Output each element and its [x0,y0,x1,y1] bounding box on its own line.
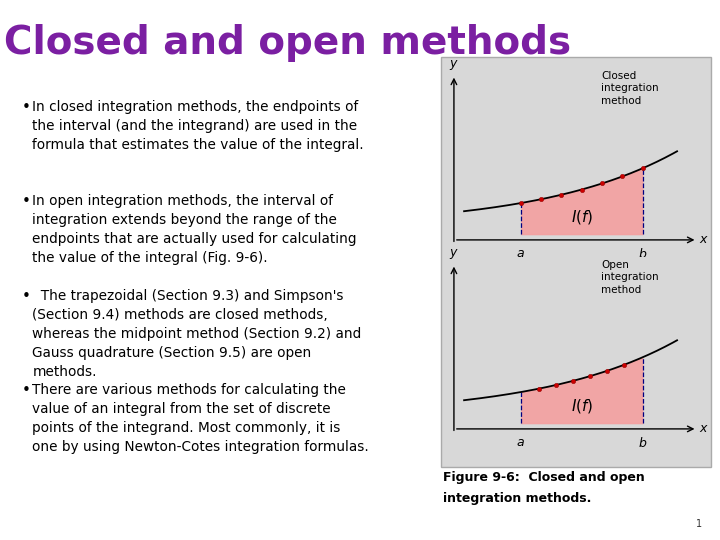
Text: •: • [22,100,30,115]
Text: $x$: $x$ [699,422,709,435]
Text: $I(f)$: $I(f)$ [570,397,593,415]
Text: $I(f)$: $I(f)$ [570,208,593,226]
Text: $y$: $y$ [449,58,459,72]
Text: integration methods.: integration methods. [443,492,591,505]
Text: Open
integration
method: Open integration method [601,260,659,295]
Text: •: • [22,383,30,399]
Text: Figure 9-6:  Closed and open: Figure 9-6: Closed and open [443,471,644,484]
Text: The trapezoidal (Section 9.3) and Simpson's
(Section 9.4) methods are closed met: The trapezoidal (Section 9.3) and Simpso… [32,289,361,379]
Text: $b$: $b$ [638,436,647,450]
Text: $b$: $b$ [638,247,647,261]
Text: In open integration methods, the interval of
integration extends beyond the rang: In open integration methods, the interva… [32,194,357,265]
Text: •: • [22,194,30,210]
Text: 1: 1 [696,519,702,529]
Text: Closed
integration
method: Closed integration method [601,71,659,106]
Text: $y$: $y$ [449,247,459,261]
Text: $a$: $a$ [516,247,526,260]
Bar [441,57,711,467]
Text: In closed integration methods, the endpoints of
the interval (and the integrand): In closed integration methods, the endpo… [32,100,364,152]
Text: $a$: $a$ [516,436,526,449]
Text: $x$: $x$ [699,233,709,246]
Text: There are various methods for calculating the
value of an integral from the set : There are various methods for calculatin… [32,383,369,454]
Text: •: • [22,289,30,304]
Text: Closed and open methods: Closed and open methods [4,24,572,62]
